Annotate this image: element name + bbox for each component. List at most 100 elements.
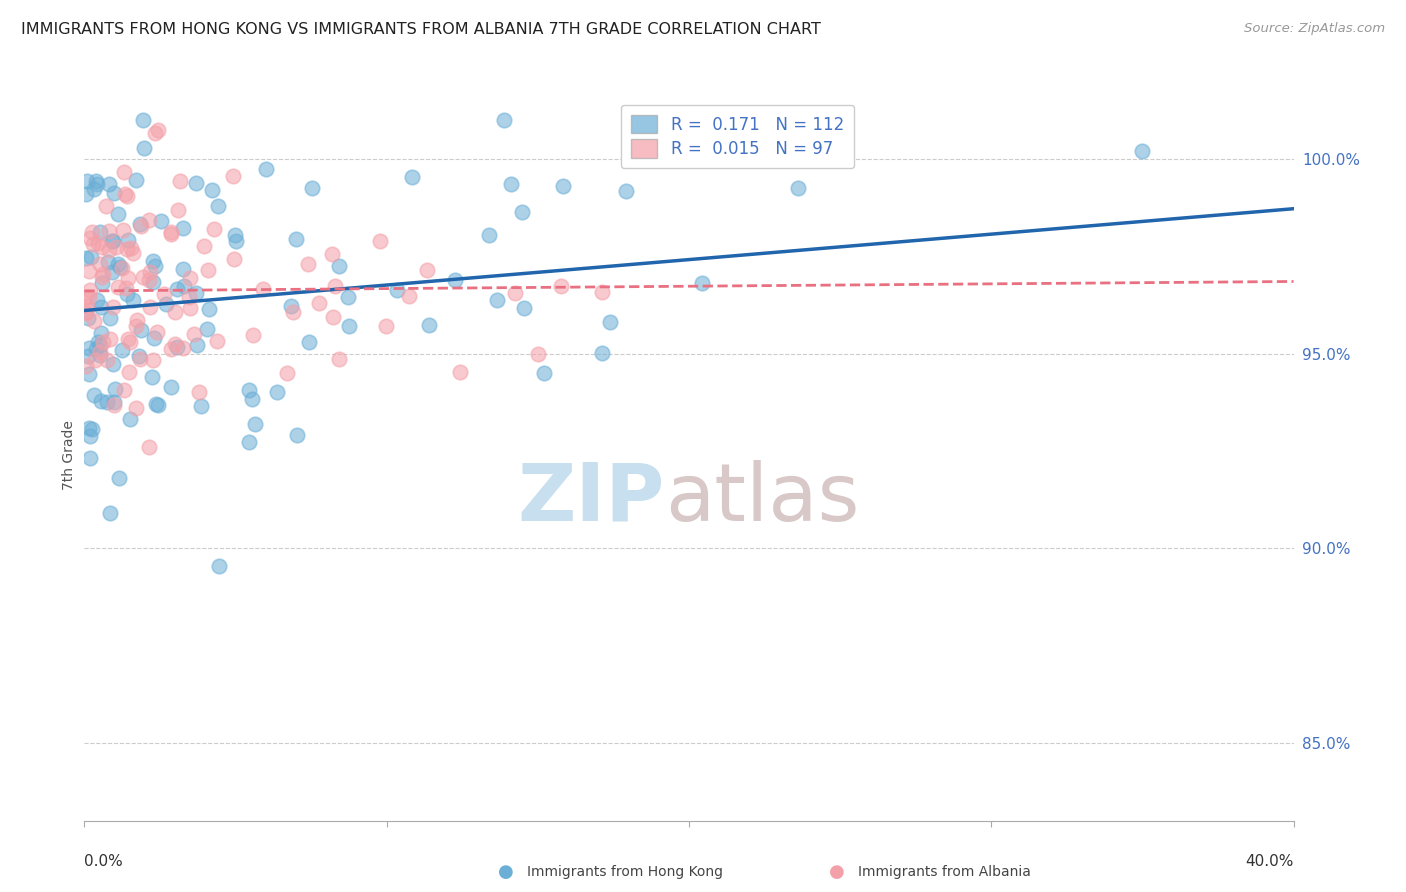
Point — [159, 225, 181, 239]
Point — [117, 270, 139, 285]
Text: ●: ● — [828, 863, 845, 881]
Point — [201, 183, 224, 197]
Point — [285, 428, 308, 442]
Text: atlas: atlas — [665, 459, 859, 538]
Point — [195, 322, 218, 336]
Point — [83, 388, 105, 402]
Point — [418, 318, 440, 332]
Point — [146, 325, 169, 339]
Point — [416, 263, 439, 277]
Point — [77, 310, 100, 325]
Point — [79, 230, 101, 244]
Point — [160, 380, 183, 394]
Point — [87, 335, 110, 350]
Point — [79, 367, 101, 381]
Point — [80, 226, 103, 240]
Point — [83, 353, 105, 368]
Y-axis label: 7th Grade: 7th Grade — [62, 420, 76, 490]
Text: ●: ● — [498, 863, 515, 881]
Point — [167, 202, 190, 217]
Point — [107, 279, 129, 293]
Point — [101, 234, 124, 248]
Point — [112, 383, 135, 397]
Point — [172, 221, 194, 235]
Point — [159, 227, 181, 241]
Point — [79, 429, 101, 443]
Point — [79, 421, 101, 435]
Point — [79, 283, 101, 297]
Point — [513, 301, 536, 315]
Text: ZIP: ZIP — [517, 459, 665, 538]
Point — [98, 177, 121, 191]
Point — [186, 338, 208, 352]
Point — [254, 161, 277, 176]
Point — [77, 341, 100, 355]
Point — [139, 265, 162, 279]
Point — [143, 126, 166, 140]
Point — [86, 235, 108, 250]
Point — [160, 343, 183, 357]
Point — [138, 273, 160, 287]
Point — [328, 352, 350, 367]
Point — [132, 269, 155, 284]
Point — [485, 293, 508, 307]
Point — [301, 181, 323, 195]
Point — [337, 319, 360, 334]
Point — [110, 343, 132, 357]
Point — [173, 278, 195, 293]
Text: IMMIGRANTS FROM HONG KONG VS IMMIGRANTS FROM ALBANIA 7TH GRADE CORRELATION CHART: IMMIGRANTS FROM HONG KONG VS IMMIGRANTS … — [21, 22, 821, 37]
Point — [75, 304, 97, 318]
Point — [138, 212, 160, 227]
Legend: R =  0.171   N = 112, R =  0.015   N = 97: R = 0.171 N = 112, R = 0.015 N = 97 — [620, 105, 853, 168]
Point — [150, 214, 173, 228]
Point — [94, 198, 117, 212]
Point — [77, 263, 100, 277]
Point — [76, 299, 98, 313]
Point — [76, 349, 98, 363]
Point — [153, 286, 176, 301]
Point — [193, 239, 215, 253]
Point — [83, 314, 105, 328]
Point — [1132, 145, 1154, 159]
Point — [117, 333, 139, 347]
Point — [75, 251, 97, 265]
Point — [398, 289, 420, 303]
Point — [163, 304, 186, 318]
Point — [139, 301, 162, 315]
Point — [225, 234, 247, 248]
Point — [172, 341, 194, 355]
Point — [101, 357, 124, 371]
Point — [100, 265, 122, 279]
Point — [111, 260, 134, 275]
Point — [91, 334, 114, 349]
Point — [616, 184, 638, 198]
Point — [120, 412, 142, 426]
Point — [104, 382, 127, 396]
Point — [103, 398, 125, 412]
Point — [138, 441, 160, 455]
Point — [198, 302, 221, 317]
Point — [298, 334, 321, 349]
Point — [283, 304, 305, 318]
Point — [146, 122, 169, 136]
Point — [86, 293, 108, 307]
Point — [166, 282, 188, 296]
Point — [142, 352, 165, 367]
Point — [91, 276, 114, 290]
Point — [276, 366, 298, 380]
Point — [90, 300, 112, 314]
Point — [100, 506, 122, 520]
Point — [337, 290, 360, 304]
Point — [285, 232, 308, 246]
Point — [551, 179, 574, 194]
Point — [96, 353, 118, 368]
Point — [328, 259, 350, 273]
Point — [108, 260, 131, 274]
Point — [103, 395, 125, 409]
Point — [76, 174, 98, 188]
Point — [100, 310, 122, 325]
Point — [127, 312, 149, 326]
Point — [368, 234, 391, 248]
Point — [89, 349, 111, 363]
Point — [550, 279, 572, 293]
